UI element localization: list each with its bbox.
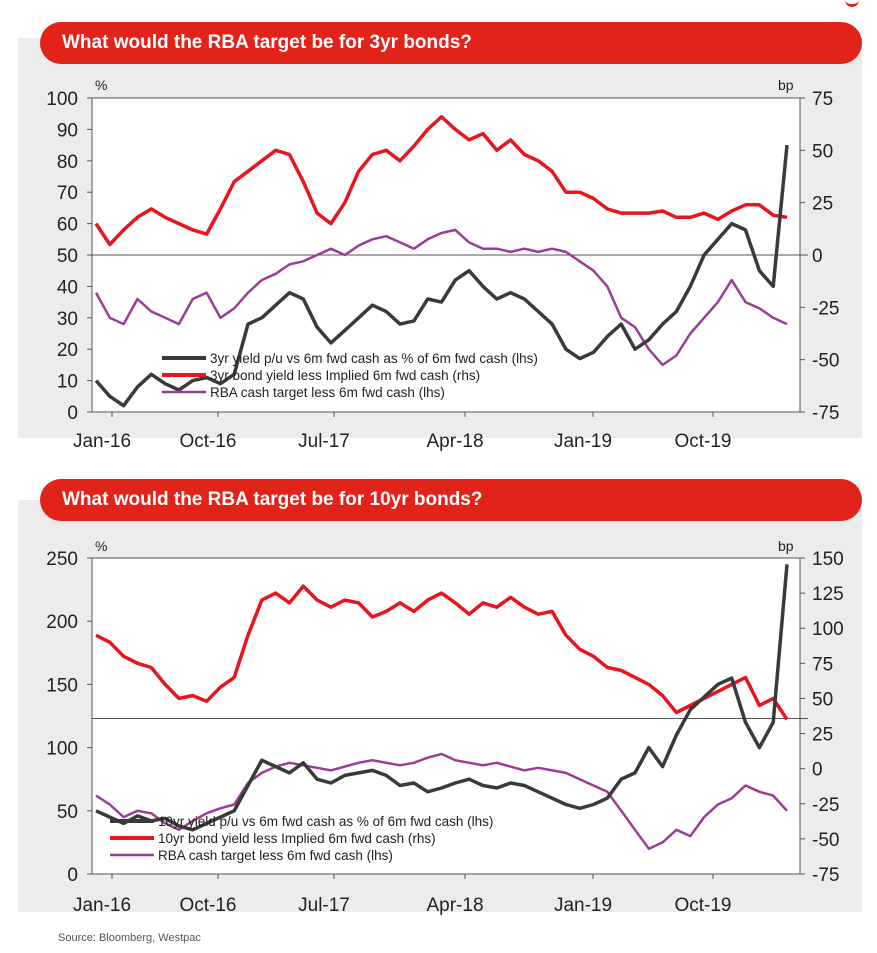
right-tick-label: -50 <box>812 351 839 372</box>
x-tick-label: Jan-19 <box>554 895 612 916</box>
right-unit-label: bp <box>778 538 794 554</box>
right-tick-label: -50 <box>812 830 839 851</box>
left-tick-label: 10 <box>57 372 78 393</box>
corner-mark <box>845 0 859 7</box>
x-tick-label: Oct-16 <box>179 431 236 452</box>
series-line-2 <box>94 228 788 367</box>
legend-label-0: 3yr yield p/u vs 6m fwd cash as % of 6m … <box>210 351 538 366</box>
right-tick-label: 75 <box>812 654 833 675</box>
right-tick-label: 0 <box>812 760 823 781</box>
source-note: Source: Bloomberg, Westpac <box>58 932 201 944</box>
series-line-0 <box>95 564 789 832</box>
left-tick-label: 100 <box>46 89 78 110</box>
x-tick-label: Jul-17 <box>298 431 350 452</box>
legend-label-1: 10yr bond yield less Implied 6m fwd cash… <box>158 831 436 846</box>
left-tick-label: 40 <box>57 277 78 298</box>
right-tick-label: 100 <box>812 619 844 640</box>
right-tick-label: 25 <box>812 725 833 746</box>
x-tick-label: Oct-19 <box>674 431 731 452</box>
x-tick-label: Jan-16 <box>73 431 131 452</box>
right-tick-label: 50 <box>812 141 833 162</box>
x-tick-label: Jan-16 <box>73 895 131 916</box>
right-tick-label: -75 <box>812 403 839 424</box>
chart-title-3yr: What would the RBA target be for 3yr bon… <box>40 22 862 64</box>
legend-label-2: RBA cash target less 6m fwd cash (lhs) <box>158 848 393 863</box>
series-line-0 <box>94 144 789 408</box>
left-tick-label: 70 <box>57 183 78 204</box>
right-tick-label: -25 <box>812 298 839 319</box>
right-tick-label: 0 <box>812 246 823 267</box>
series-line-1 <box>95 584 789 721</box>
left-tick-label: 90 <box>57 120 78 141</box>
left-tick-label: 250 <box>46 549 78 570</box>
right-unit-label: bp <box>778 77 794 93</box>
left-tick-label: 0 <box>67 403 78 424</box>
left-unit-label: % <box>95 77 107 93</box>
legend-label-1: 3yr bond yield less Implied 6m fwd cash … <box>210 368 480 383</box>
left-unit-label: % <box>95 538 107 554</box>
left-tick-label: 50 <box>57 246 78 267</box>
legend-label-2: RBA cash target less 6m fwd cash (lhs) <box>210 385 445 400</box>
series-line-2 <box>95 752 788 850</box>
legend-label-0: 10yr yield p/u vs 6m fwd cash as % of 6m… <box>158 814 493 829</box>
left-tick-label: 30 <box>57 309 78 330</box>
left-tick-label: 150 <box>46 675 78 696</box>
x-tick-label: Jan-19 <box>554 431 612 452</box>
left-tick-label: 20 <box>57 340 78 361</box>
right-tick-label: -75 <box>812 865 839 886</box>
right-tick-label: -25 <box>812 795 839 816</box>
left-tick-label: 50 <box>57 802 78 823</box>
right-tick-label: 150 <box>812 549 844 570</box>
x-tick-label: Apr-18 <box>426 895 483 916</box>
left-tick-label: 0 <box>67 865 78 886</box>
right-tick-label: 50 <box>812 689 833 710</box>
x-tick-label: Oct-16 <box>179 895 236 916</box>
chart-title-10yr: What would the RBA target be for 10yr bo… <box>40 479 862 521</box>
chart-10yr: 2502001501005001501251007550250-25-50-75… <box>46 538 844 916</box>
x-tick-label: Oct-19 <box>674 895 731 916</box>
right-tick-label: 25 <box>812 194 833 215</box>
right-tick-label: 75 <box>812 89 833 110</box>
left-tick-label: 60 <box>57 215 78 236</box>
series-line-1 <box>94 115 788 247</box>
x-tick-label: Jul-17 <box>298 895 350 916</box>
left-tick-label: 200 <box>46 612 78 633</box>
left-tick-label: 100 <box>46 739 78 760</box>
left-tick-label: 80 <box>57 152 78 173</box>
x-tick-label: Apr-18 <box>426 431 483 452</box>
right-tick-label: 125 <box>812 584 844 605</box>
